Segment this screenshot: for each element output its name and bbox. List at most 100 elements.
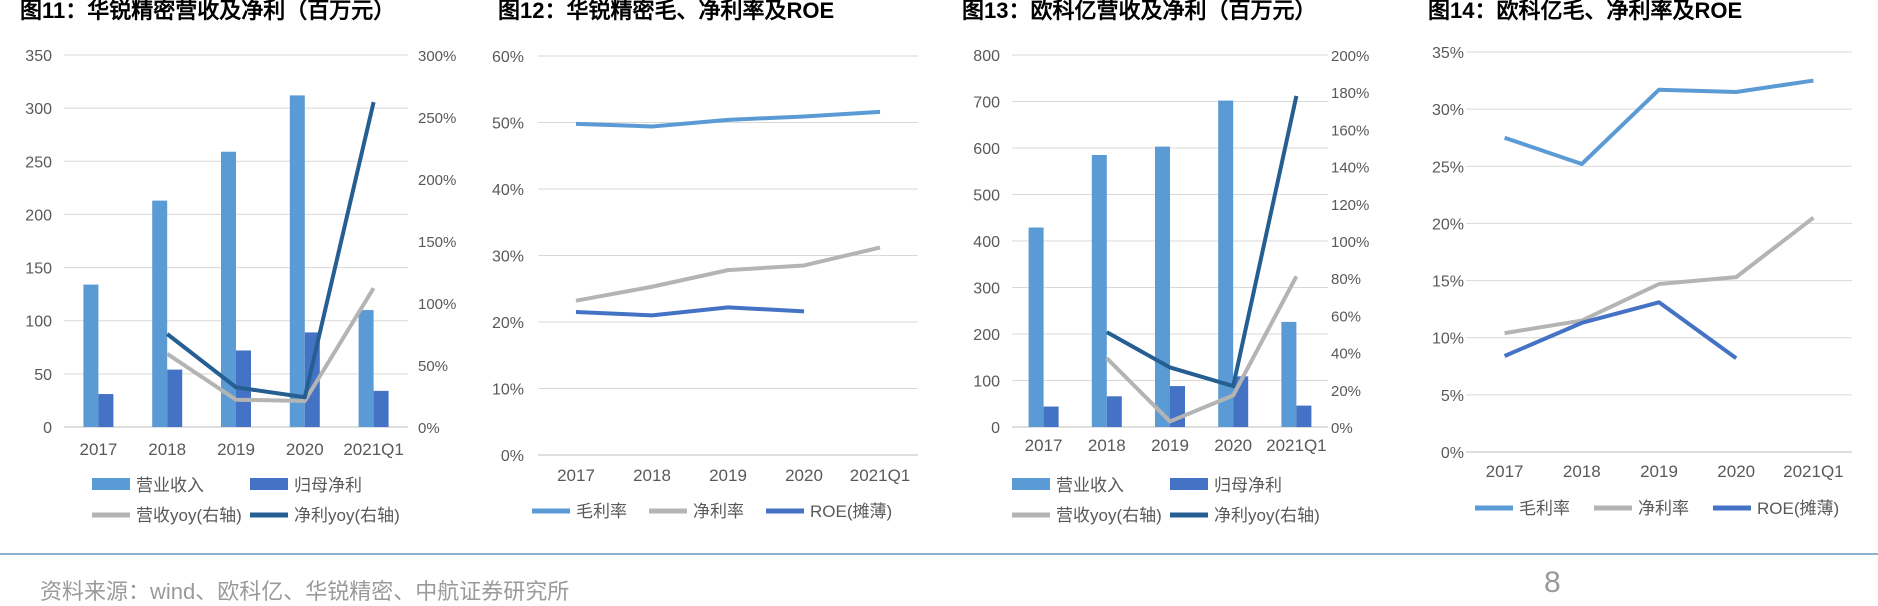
legend-label: 营收yoy(右轴) xyxy=(136,506,242,525)
source-note: 资料来源：wind、欧科亿、华锐精密、中航证券研究所 xyxy=(40,579,570,604)
line-profit-yoy xyxy=(165,101,376,400)
charts-canvas: 图11：华锐精密营收及净利（百万元） 0 50 100 150 200 250 300 350 0… xyxy=(20,0,1852,525)
legend-label: 归母净利 xyxy=(294,476,362,495)
x-tick-label: 2017 xyxy=(1025,436,1063,455)
y2-tick-label: 140% xyxy=(1331,160,1369,177)
legend-label: ROE(摊薄) xyxy=(1757,499,1839,518)
legend-label: 营业收入 xyxy=(1056,476,1124,495)
legend-label: 营业收入 xyxy=(136,476,204,495)
legend-swatch xyxy=(1012,478,1050,490)
x-tick-label: 2018 xyxy=(1088,436,1126,455)
page-number: 8 xyxy=(1544,566,1561,599)
x-tick-label: 2021Q1 xyxy=(343,440,404,459)
x-tick-label: 2018 xyxy=(1563,462,1601,481)
bar-net-profit xyxy=(373,390,389,427)
y-tick-label: 800 xyxy=(973,48,1000,65)
y-tick-label: 0% xyxy=(501,448,524,465)
bar-revenue xyxy=(1218,100,1234,427)
x-tick-label: 2018 xyxy=(148,440,186,459)
legend-label: 毛利率 xyxy=(576,502,627,521)
x-tick-label: 2017 xyxy=(1486,462,1524,481)
line-gross-margin xyxy=(1503,78,1814,166)
bar-revenue xyxy=(1091,154,1107,427)
line-net-margin xyxy=(1504,216,1815,336)
y2-tick-label: 80% xyxy=(1331,271,1361,288)
legend-label: 净利率 xyxy=(693,502,744,521)
y-tick-label: 40% xyxy=(492,182,524,199)
y2-tick-label: 0% xyxy=(1331,420,1353,437)
legend-label: 归母净利 xyxy=(1214,476,1282,495)
line-roe xyxy=(575,305,805,318)
y-tick-label: 500 xyxy=(973,188,1000,205)
line-gross-margin xyxy=(575,109,881,129)
y-tick-label: 60% xyxy=(492,49,524,66)
bar-revenue xyxy=(1028,227,1044,427)
y-tick-label: 200 xyxy=(973,327,1000,344)
y-tick-label: 50 xyxy=(34,367,52,384)
line-profit-yoy xyxy=(1105,95,1299,389)
y-tick-label: 15% xyxy=(1432,274,1464,291)
line-revenue-yoy xyxy=(166,287,376,403)
y2-tick-label: 120% xyxy=(1331,197,1369,214)
y-tick-label: 10% xyxy=(1432,331,1464,348)
y-tick-label: 0 xyxy=(991,420,1000,437)
y-tick-label: 700 xyxy=(973,95,1000,112)
chart-title: 图11：华锐精密营收及净利（百万元） xyxy=(20,0,395,23)
y2-tick-label: 200% xyxy=(418,172,456,189)
y-tick-label: 0 xyxy=(43,420,52,437)
x-tick-label: 2021Q1 xyxy=(850,466,911,485)
y2-tick-label: 20% xyxy=(1331,383,1361,400)
y2-tick-label: 100% xyxy=(418,296,456,313)
y2-tick-label: 50% xyxy=(418,358,448,375)
x-tick-label: 2017 xyxy=(79,440,117,459)
line-net-margin xyxy=(575,245,881,303)
y2-tick-label: 40% xyxy=(1331,346,1361,363)
y-tick-label: 10% xyxy=(492,382,524,399)
x-tick-label: 2020 xyxy=(785,466,823,485)
y-tick-label: 300 xyxy=(973,281,1000,298)
legend-swatch xyxy=(1170,478,1208,490)
x-tick-label: 2018 xyxy=(633,466,671,485)
y-tick-label: 400 xyxy=(973,234,1000,251)
legend-swatch xyxy=(250,478,288,490)
bar-net-profit xyxy=(1043,406,1059,427)
chart-title: 图14：欧科亿毛、净利率及ROE xyxy=(1428,0,1742,23)
y-tick-label: 50% xyxy=(492,116,524,133)
y2-tick-label: 160% xyxy=(1331,122,1369,139)
y2-tick-label: 100% xyxy=(1331,234,1369,251)
y-tick-label: 5% xyxy=(1441,388,1464,405)
legend-label: ROE(摊薄) xyxy=(810,502,892,521)
x-tick-label: 2017 xyxy=(557,466,595,485)
footer-divider xyxy=(0,553,1878,555)
x-tick-label: 2019 xyxy=(1151,436,1189,455)
legend-label: 毛利率 xyxy=(1519,499,1570,518)
bar-revenue xyxy=(152,200,168,427)
bar-revenue xyxy=(358,310,374,427)
y2-tick-label: 0% xyxy=(418,420,440,437)
chart-title: 图13：欧科亿营收及净利（百万元） xyxy=(962,0,1316,23)
y-tick-label: 25% xyxy=(1432,159,1464,176)
y-tick-label: 300 xyxy=(25,101,52,118)
x-tick-label: 2021Q1 xyxy=(1783,462,1844,481)
y2-tick-label: 300% xyxy=(418,48,456,65)
bar-net-profit xyxy=(1296,405,1312,427)
x-tick-label: 2019 xyxy=(217,440,255,459)
y-tick-label: 20% xyxy=(1432,216,1464,233)
legend-label: 净利率 xyxy=(1638,499,1689,518)
chart-title: 图12：华锐精密毛、净利率及ROE xyxy=(498,0,834,23)
x-tick-label: 2021Q1 xyxy=(1266,436,1327,455)
y-tick-label: 600 xyxy=(973,141,1000,158)
y-tick-label: 35% xyxy=(1432,45,1464,62)
y2-tick-label: 150% xyxy=(418,234,456,251)
x-tick-label: 2020 xyxy=(286,440,324,459)
x-tick-label: 2019 xyxy=(1640,462,1678,481)
y-tick-label: 30% xyxy=(492,249,524,266)
x-tick-label: 2019 xyxy=(709,466,747,485)
y-tick-label: 100 xyxy=(973,374,1000,391)
line-roe xyxy=(1503,300,1738,360)
legend-label: 净利yoy(右轴) xyxy=(1214,506,1320,525)
bar-revenue xyxy=(1281,321,1297,427)
bar-revenue xyxy=(83,284,99,427)
y2-tick-label: 250% xyxy=(418,110,456,127)
y-tick-label: 0% xyxy=(1441,445,1464,462)
